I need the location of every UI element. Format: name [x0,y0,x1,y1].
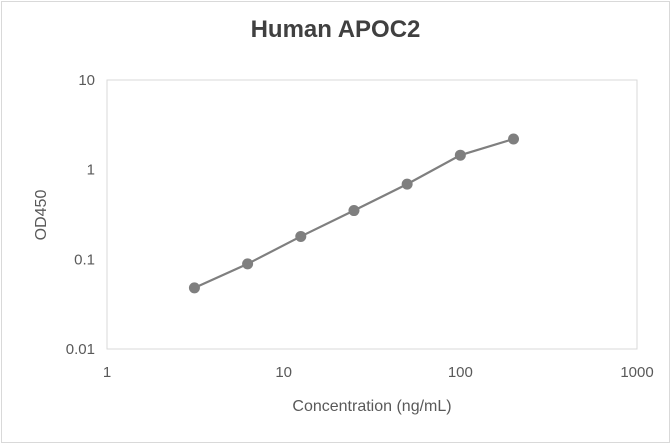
data-point-marker [242,258,254,270]
x-axis-ticks: 1 10 100 1000 [103,364,654,381]
y-tick-label: 0.1 [74,251,95,268]
data-point-marker [508,133,520,145]
data-point-marker [188,282,200,294]
y-tick-label: 0.01 [66,341,95,358]
data-point-marker [401,178,413,190]
data-series [188,133,520,294]
x-tick-label: 1000 [620,364,653,381]
y-axis-ticks: 10 1 0.1 0.01 [66,72,95,358]
x-tick-label: 1 [103,364,111,381]
chart-title: Human APOC2 [250,16,421,43]
data-point-marker [348,205,360,217]
x-tick-label: 100 [448,364,473,381]
y-tick-label: 1 [87,162,95,179]
y-axis-label: OD450 [33,190,50,241]
x-tick-label: 10 [275,364,292,381]
plot-area [106,79,638,350]
x-axis-label: Concentration (ng/mL) [292,398,451,415]
data-point-marker [454,149,466,161]
y-tick-label: 10 [78,72,95,89]
data-point-marker [295,230,307,242]
